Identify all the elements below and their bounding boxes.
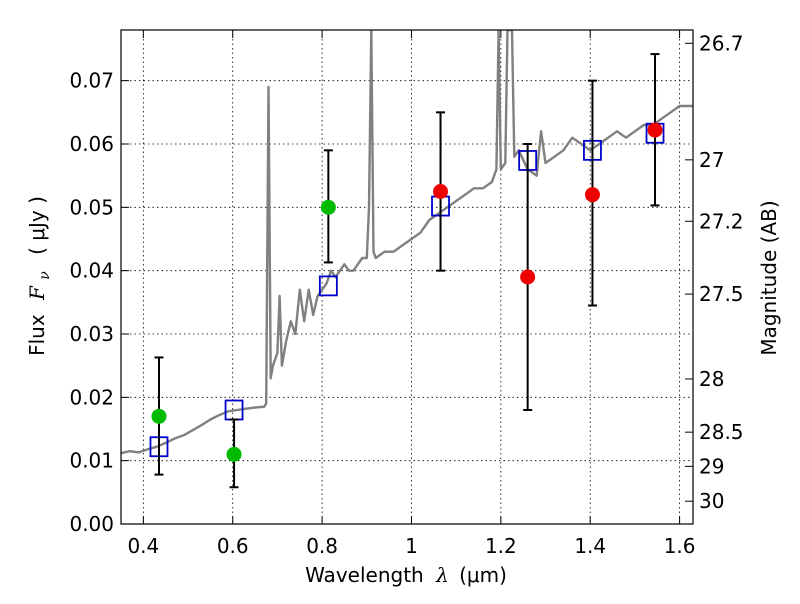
plot-layer xyxy=(121,30,693,489)
y2-tick-label: 27.2 xyxy=(699,209,744,233)
x-axis-label: Wavelength λ (μm) xyxy=(305,563,507,587)
non-detection-point xyxy=(520,269,536,285)
x-tick-label: 1.6 xyxy=(664,534,696,558)
y-axis-label-subscript: ν xyxy=(37,271,53,280)
y-tick-label: 0.04 xyxy=(69,259,114,283)
y-tick-label: 0.07 xyxy=(69,69,114,93)
x-tick-label: 1 xyxy=(405,534,418,558)
detection-point xyxy=(226,446,242,462)
x-axis-label-text: Wavelength xyxy=(305,563,424,587)
non-detection-point xyxy=(433,184,449,199)
grid-layer xyxy=(121,30,693,525)
non-detection-point xyxy=(647,122,663,138)
y-tick-label: 0.03 xyxy=(69,322,114,346)
x-tick-label: 1.2 xyxy=(485,534,517,558)
y2-tick-label: 30 xyxy=(699,489,724,513)
model-photometry-square xyxy=(318,275,338,297)
y-axis-label: Flux F ν ( μJy ) xyxy=(25,196,54,356)
y2-tick-label: 29 xyxy=(699,454,724,478)
y2-tick-label: 27 xyxy=(699,148,724,172)
y2-tick-label: 27.5 xyxy=(699,282,744,306)
y-tick-label: 0.00 xyxy=(69,512,114,536)
plot-frame xyxy=(120,29,694,525)
y2-tick-label: 26.7 xyxy=(699,31,744,55)
detection-point xyxy=(151,408,167,424)
x-tick-label: 0.6 xyxy=(217,534,249,558)
x-axis-label-unit: (μm) xyxy=(459,563,507,587)
non-detection-point xyxy=(584,187,600,203)
x-tick-label: 0.4 xyxy=(127,534,159,558)
y2-tick-label: 28.5 xyxy=(699,420,744,444)
x-axis-label-symbol: λ xyxy=(435,563,449,587)
y2-axis-label: Magnitude (AB) xyxy=(757,200,781,355)
y-axis-label-text: Flux xyxy=(25,314,49,356)
y-tick-label: 0.02 xyxy=(69,385,114,409)
y-tick-label: 0.01 xyxy=(69,449,114,473)
x-tick-label: 0.8 xyxy=(306,534,338,558)
x-tick-label: 1.4 xyxy=(574,534,606,558)
y2-tick-label: 28 xyxy=(699,367,724,391)
detection-point xyxy=(320,199,336,215)
y-axis-label-symbol: F xyxy=(25,285,49,301)
y-axis-label-unit: ( μJy ) xyxy=(25,196,49,255)
y-tick-label: 0.05 xyxy=(69,195,114,219)
tick-layer: 0.4 0.6 0.8 1 1.2 1.4 1.6 0.00 0.01 0.02 0.03 0.04 0… xyxy=(69,30,744,558)
y-tick-label: 0.06 xyxy=(69,132,114,156)
spectrum-line xyxy=(121,30,693,455)
